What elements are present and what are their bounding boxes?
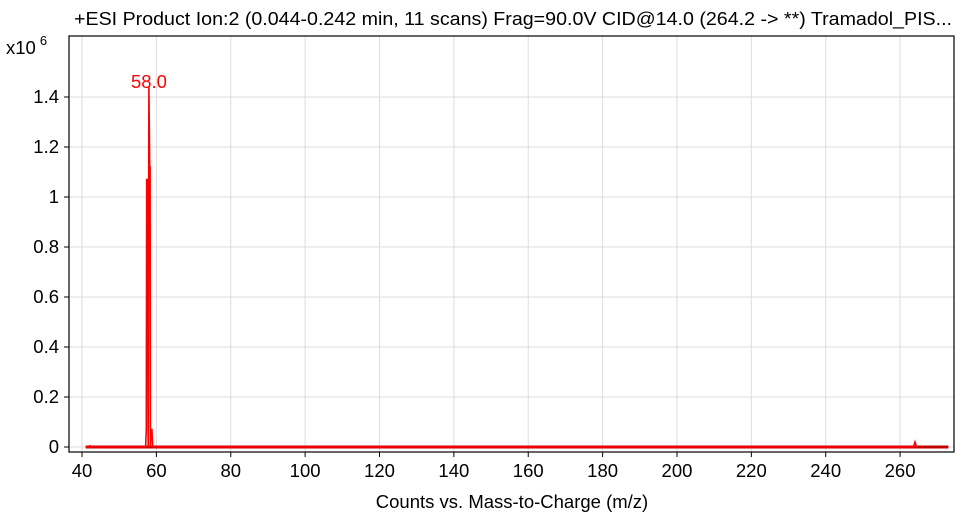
y-tick-label: 1.4 (33, 86, 59, 107)
y-multiplier-base: x10 (6, 37, 36, 58)
x-tick-label: 60 (146, 460, 167, 481)
y-tick-label: 0.4 (33, 336, 59, 357)
plot-area (68, 35, 955, 453)
x-tick-label: 40 (72, 460, 93, 481)
peak-label: 58.0 (131, 71, 167, 92)
spectrum-series-line-1 (85, 86, 918, 448)
x-tick-label: 260 (885, 460, 916, 481)
y-tick-label: 0 (49, 436, 59, 457)
x-tick-label: 80 (220, 460, 241, 481)
x-axis-label: Counts vs. Mass-to-Charge (m/z) (376, 491, 648, 512)
x-axis-ticks: 40 60 80 100 120 140 160 180 200 220 240 260 (72, 452, 916, 481)
chart-title: +ESI Product Ion:2 (0.044-0.242 min, 11 … (74, 8, 952, 30)
y-axis-ticks: 0 0.2 0.4 0.6 0.8 1 1.2 1.4 (33, 86, 69, 457)
x-tick-label: 180 (587, 460, 618, 481)
y-tick-label: 1 (49, 186, 59, 207)
x-tick-label: 120 (364, 460, 395, 481)
y-tick-label: 0.8 (33, 236, 59, 257)
x-tick-label: 100 (290, 460, 321, 481)
peak-annotations: 58.0 (131, 71, 167, 92)
y-tick-label: 0.6 (33, 286, 59, 307)
x-tick-label: 140 (438, 460, 469, 481)
y-axis-multiplier: x10 6 (6, 33, 47, 58)
x-tick-label: 200 (662, 460, 693, 481)
x-tick-label: 160 (513, 460, 544, 481)
y-tick-label: 1.2 (33, 136, 59, 157)
y-gridlines (69, 96, 954, 448)
x-tick-label: 240 (810, 460, 841, 481)
x-gridlines (81, 36, 901, 452)
spectrum-series (85, 86, 918, 448)
y-tick-label: 0.2 (33, 386, 59, 407)
x-tick-label: 220 (736, 460, 767, 481)
y-multiplier-exponent: 6 (40, 33, 47, 48)
